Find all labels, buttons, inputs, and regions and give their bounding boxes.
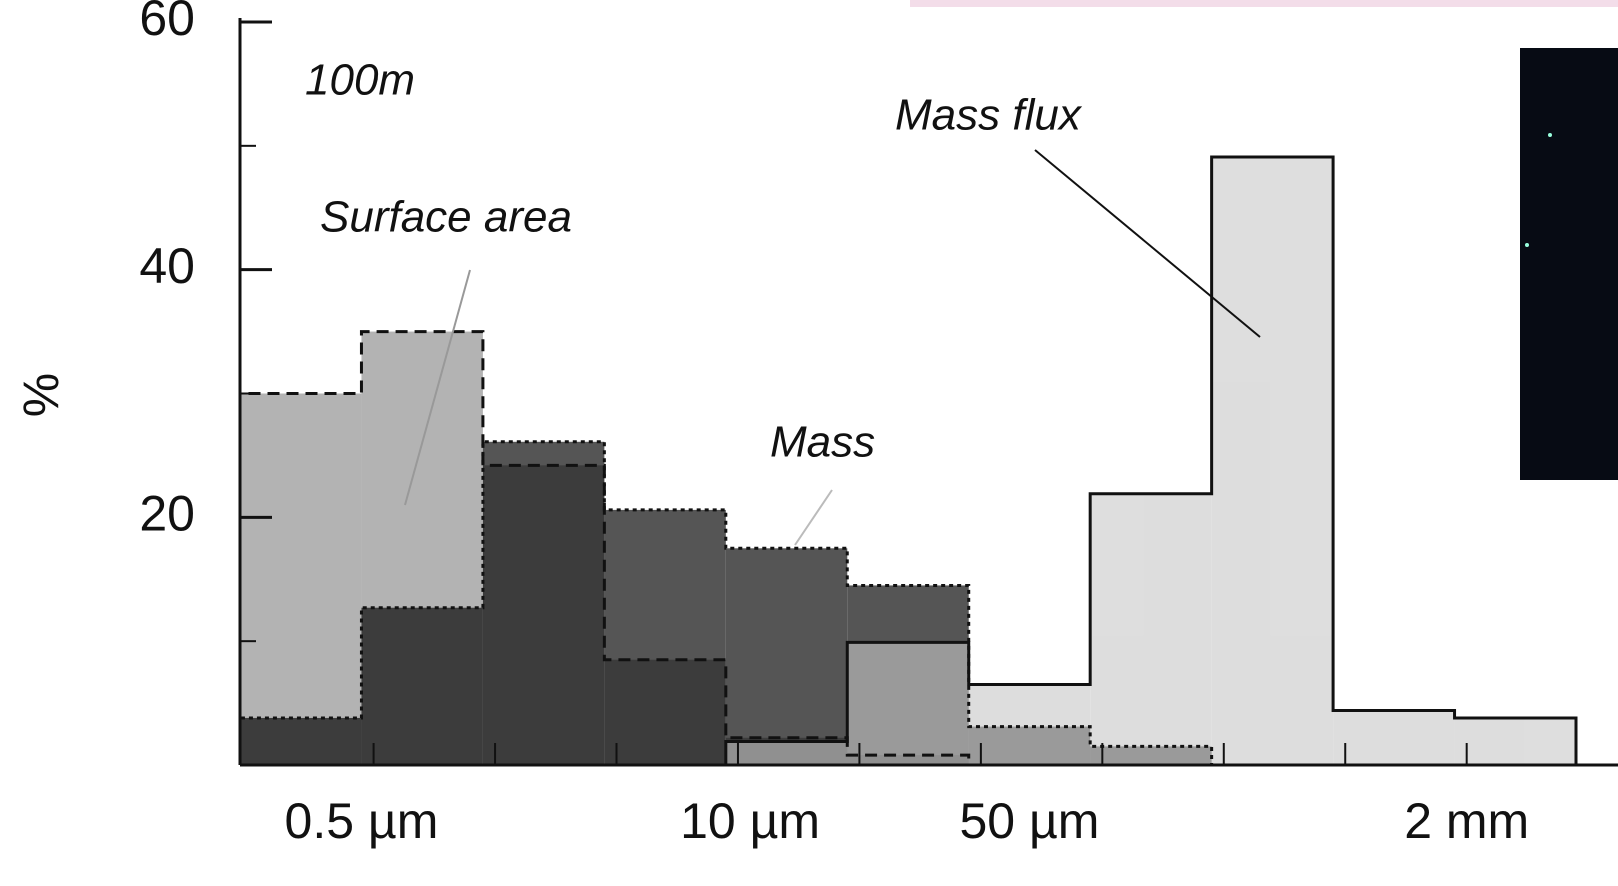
bar	[1090, 493, 1212, 765]
inset-photo	[1520, 48, 1618, 480]
series-label: Surface area	[320, 193, 572, 242]
x-tick-label: 10 µm	[680, 793, 820, 849]
x-tick-label: 0.5 µm	[285, 793, 439, 849]
x-tick-label: 50 µm	[959, 793, 1099, 849]
photo-speck	[1525, 243, 1529, 247]
photo-speck	[1548, 133, 1552, 137]
series-label: Mass	[770, 418, 875, 467]
bar	[968, 684, 1091, 765]
bar	[1333, 710, 1455, 765]
bar	[847, 642, 969, 765]
x-tick-label: 2 mm	[1404, 793, 1529, 849]
annotation: 100m	[305, 56, 415, 105]
bar	[1454, 717, 1576, 765]
y-tick-label: 20	[139, 486, 195, 542]
series-outline	[238, 440, 1214, 765]
y-tick-label: 40	[139, 238, 195, 294]
leader-line	[1034, 149, 1261, 338]
y-axis-label: %	[13, 373, 69, 417]
leader-line	[794, 489, 833, 546]
bar	[604, 659, 726, 765]
bar	[240, 393, 362, 765]
bar	[725, 548, 848, 765]
page-band	[910, 0, 1618, 7]
bar	[1211, 156, 1334, 765]
bar	[725, 741, 848, 765]
bar	[482, 465, 605, 765]
bar	[361, 331, 483, 765]
leader-line	[404, 269, 471, 506]
series-outline	[238, 330, 971, 765]
series-label: Mass flux	[895, 91, 1083, 140]
series-outline	[724, 155, 1578, 765]
y-tick-label: 60	[139, 0, 195, 46]
series	[725, 156, 1576, 765]
plot-area: 20 40 60 0.5 µm 10 µm 50 µm 2 mm Surface area Ma…	[139, 0, 1618, 849]
